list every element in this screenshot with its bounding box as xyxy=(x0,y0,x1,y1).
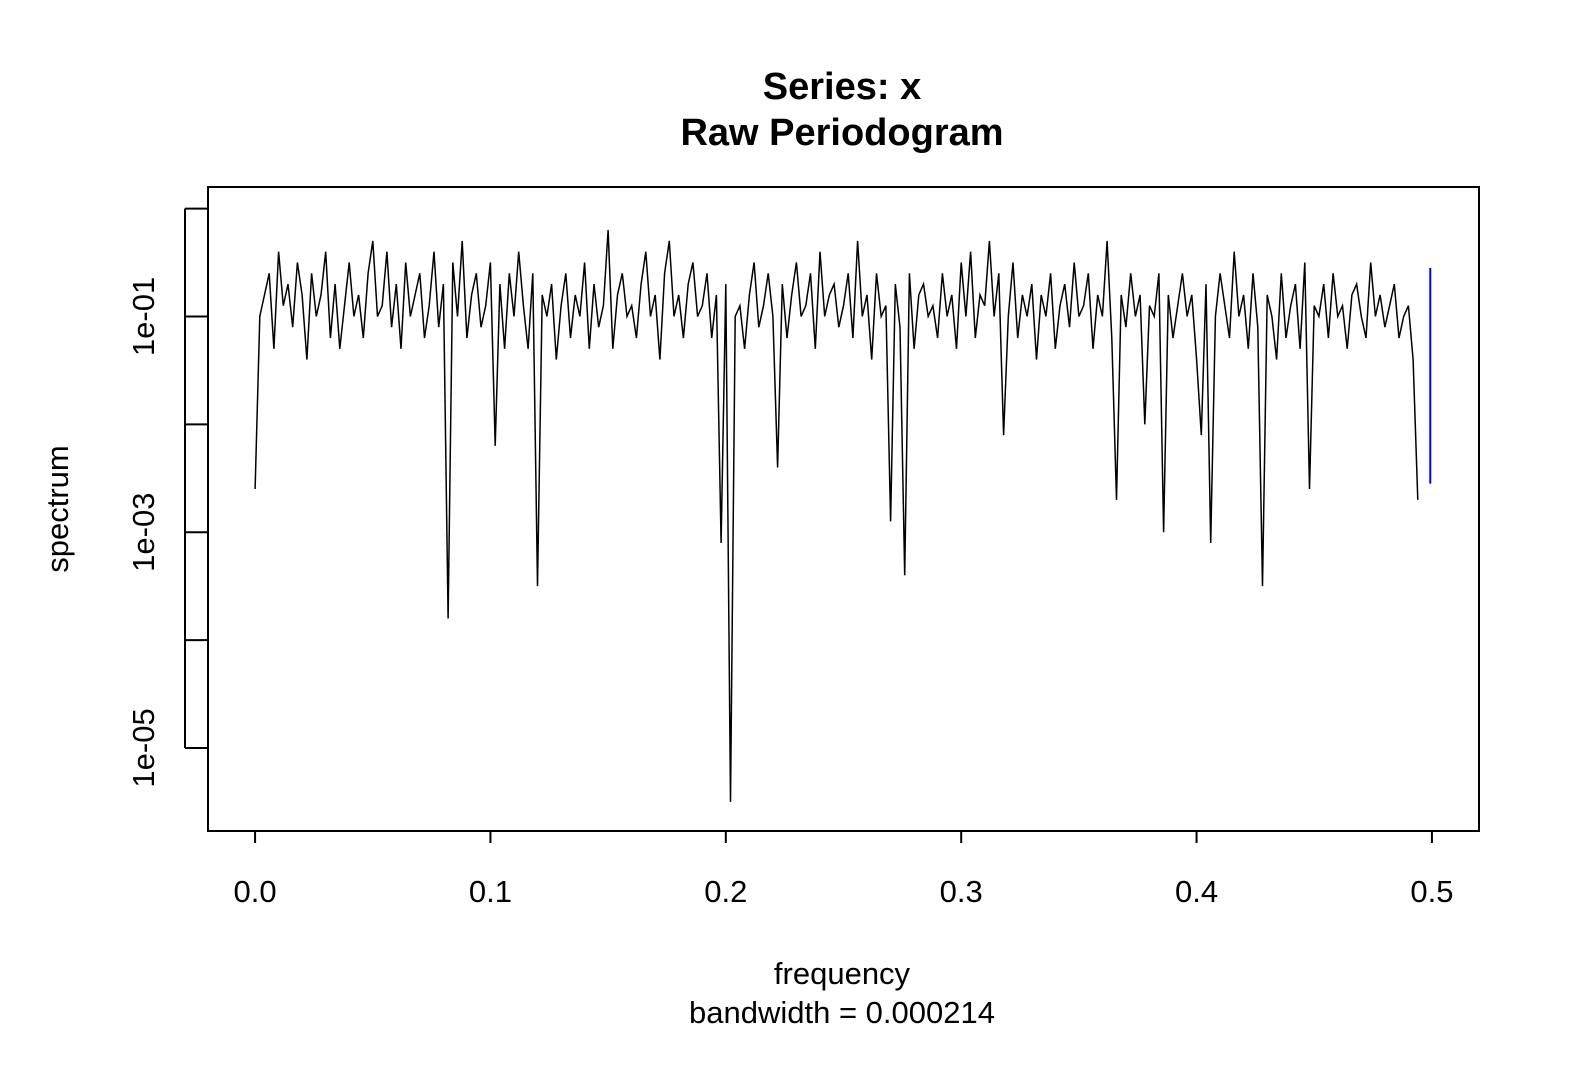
chart-subtitle: Raw Periodogram xyxy=(680,112,1003,154)
chart-title: Series: x xyxy=(763,66,921,108)
x-axis-label: frequency xyxy=(774,956,911,991)
y-axis: 1e-01 1e-03 1e-05 xyxy=(126,207,207,788)
series-layer xyxy=(254,230,1419,802)
x-axis-sublabel: bandwidth = 0.000214 xyxy=(689,995,995,1030)
x-tick-label: 0.5 xyxy=(1410,874,1453,909)
x-tick-label: 0.2 xyxy=(704,874,747,909)
y-tick-label: 1e-03 xyxy=(126,493,161,572)
spectrum-series-line xyxy=(254,230,1419,802)
x-axis: 0.0 0.1 0.2 0.3 0.4 0.5 xyxy=(234,830,1453,909)
x-tick-label: 0.4 xyxy=(1175,874,1218,909)
x-tick-label: 0.1 xyxy=(469,874,512,909)
x-tick-label: 0.3 xyxy=(940,874,983,909)
y-axis-label: spectrum xyxy=(40,445,75,572)
y-tick-label: 1e-05 xyxy=(126,708,161,787)
plot-frame xyxy=(207,186,1480,832)
y-tick-label: 1e-01 xyxy=(126,277,161,356)
x-tick-label: 0.0 xyxy=(234,874,277,909)
